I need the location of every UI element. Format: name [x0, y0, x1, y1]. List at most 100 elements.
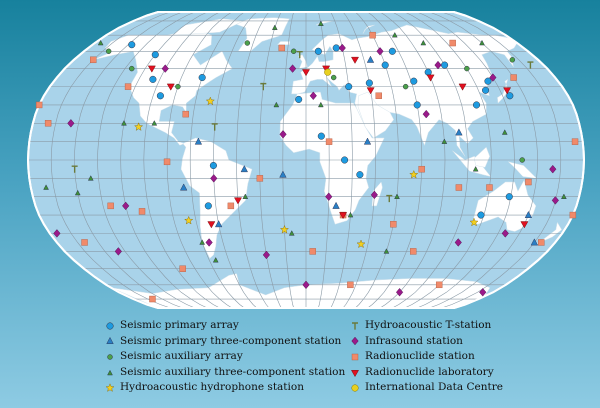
station-marker-rn[interactable] — [486, 184, 493, 191]
station-marker-sa3[interactable] — [391, 32, 398, 38]
station-marker-sa3[interactable] — [472, 166, 479, 172]
station-marker-sa3[interactable] — [121, 120, 127, 126]
station-marker-inf[interactable] — [396, 288, 404, 297]
station-marker-inf[interactable] — [376, 47, 384, 56]
station-marker-saa[interactable] — [330, 74, 337, 81]
station-marker-spa[interactable] — [204, 202, 212, 210]
station-marker-spa[interactable] — [381, 61, 389, 69]
station-marker-saa[interactable] — [290, 48, 297, 55]
station-marker-inf[interactable] — [114, 247, 122, 256]
station-marker-sa3[interactable] — [87, 175, 94, 181]
station-marker-rn[interactable] — [347, 281, 354, 289]
station-marker-sa3[interactable] — [74, 189, 81, 196]
station-marker-hh[interactable] — [356, 239, 366, 249]
station-marker-sp3[interactable] — [332, 201, 340, 209]
station-marker-spa[interactable] — [484, 77, 492, 85]
station-marker-sp3[interactable] — [530, 238, 539, 246]
station-marker-rn[interactable] — [182, 110, 189, 118]
station-marker-inf[interactable] — [210, 174, 218, 183]
station-marker-inf[interactable] — [289, 64, 297, 73]
station-marker-sa3[interactable] — [394, 193, 400, 199]
station-marker-inf[interactable] — [370, 190, 378, 200]
station-marker-saa[interactable] — [105, 48, 112, 55]
station-marker-hh[interactable] — [184, 215, 194, 225]
station-marker-hh[interactable] — [469, 217, 479, 227]
station-marker-sa3[interactable] — [272, 24, 278, 30]
station-marker-rl[interactable] — [366, 87, 375, 95]
station-marker-inf[interactable] — [549, 164, 557, 174]
station-marker-sa3[interactable] — [318, 20, 324, 26]
station-marker-rn[interactable] — [569, 211, 577, 219]
station-marker-spa[interactable] — [505, 193, 513, 201]
station-marker-hh[interactable] — [134, 122, 144, 131]
station-marker-sa3[interactable] — [273, 101, 280, 108]
station-marker-rn[interactable] — [138, 208, 146, 215]
station-marker-rn[interactable] — [124, 83, 132, 90]
station-marker-sa3[interactable] — [151, 120, 158, 126]
station-marker-sa3[interactable] — [561, 193, 567, 199]
station-marker-spa[interactable] — [388, 47, 396, 55]
station-marker-rn[interactable] — [435, 281, 443, 289]
station-marker-ht[interactable] — [71, 165, 78, 173]
station-marker-sp3[interactable] — [279, 170, 287, 178]
station-marker-sa3[interactable] — [501, 129, 508, 135]
station-marker-rn[interactable] — [369, 31, 376, 39]
station-marker-saa[interactable] — [509, 57, 516, 63]
station-marker-rn[interactable] — [90, 56, 97, 64]
station-marker-spa[interactable] — [424, 68, 432, 76]
station-marker-spa[interactable] — [506, 92, 514, 100]
station-marker-rn[interactable] — [44, 120, 52, 127]
station-marker-rl[interactable] — [234, 197, 242, 205]
station-marker-inf[interactable] — [434, 60, 442, 70]
station-marker-rn[interactable] — [410, 248, 417, 255]
station-marker-spa[interactable] — [317, 132, 325, 140]
station-marker-rn[interactable] — [418, 165, 425, 173]
station-marker-rn[interactable] — [256, 175, 264, 182]
station-marker-rn[interactable] — [149, 295, 156, 303]
station-marker-rn[interactable] — [455, 184, 463, 191]
station-marker-saa[interactable] — [244, 40, 251, 46]
station-marker-rn[interactable] — [35, 101, 43, 109]
station-marker-hh[interactable] — [205, 96, 215, 106]
station-marker-rn[interactable] — [571, 138, 579, 145]
station-marker-rn[interactable] — [227, 202, 235, 210]
station-marker-ht[interactable] — [296, 50, 303, 59]
station-marker-inf[interactable] — [122, 201, 130, 211]
station-marker-rn[interactable] — [538, 239, 545, 246]
station-marker-hh[interactable] — [409, 169, 419, 179]
station-marker-sp3[interactable] — [194, 137, 203, 145]
station-marker-sa3[interactable] — [199, 239, 205, 245]
station-marker-sa3[interactable] — [242, 193, 249, 199]
station-marker-rn[interactable] — [375, 92, 382, 99]
station-marker-spa[interactable] — [413, 101, 421, 109]
station-marker-sp3[interactable] — [455, 128, 463, 136]
station-marker-spa[interactable] — [472, 101, 481, 109]
station-marker-sp3[interactable] — [524, 211, 533, 218]
station-marker-rn[interactable] — [325, 138, 333, 145]
station-marker-inf[interactable] — [489, 73, 497, 82]
station-marker-spa[interactable] — [441, 61, 449, 69]
station-marker-sa3[interactable] — [97, 39, 104, 46]
station-marker-spa[interactable] — [410, 77, 418, 85]
station-marker-ht[interactable] — [260, 82, 267, 91]
station-marker-spa[interactable] — [356, 171, 364, 179]
station-marker-inf[interactable] — [325, 192, 333, 201]
station-marker-inf[interactable] — [205, 238, 213, 247]
station-marker-rn[interactable] — [163, 158, 171, 166]
station-marker-ht[interactable] — [386, 194, 393, 203]
station-marker-inf[interactable] — [53, 229, 61, 238]
station-marker-inf[interactable] — [309, 91, 317, 100]
station-marker-ht[interactable] — [211, 123, 218, 131]
station-marker-spa[interactable] — [314, 47, 322, 55]
station-marker-sp3[interactable] — [240, 165, 248, 173]
station-marker-sa3[interactable] — [347, 211, 354, 218]
station-marker-rl[interactable] — [207, 221, 216, 229]
station-marker-spa[interactable] — [341, 156, 349, 164]
station-marker-rn[interactable] — [510, 74, 517, 81]
station-marker-rl[interactable] — [426, 74, 435, 82]
station-marker-rn[interactable] — [179, 265, 186, 272]
station-marker-inf[interactable] — [262, 250, 270, 260]
station-marker-rl[interactable] — [339, 212, 348, 220]
station-marker-saa[interactable] — [402, 83, 409, 90]
station-marker-spa[interactable] — [481, 86, 490, 94]
